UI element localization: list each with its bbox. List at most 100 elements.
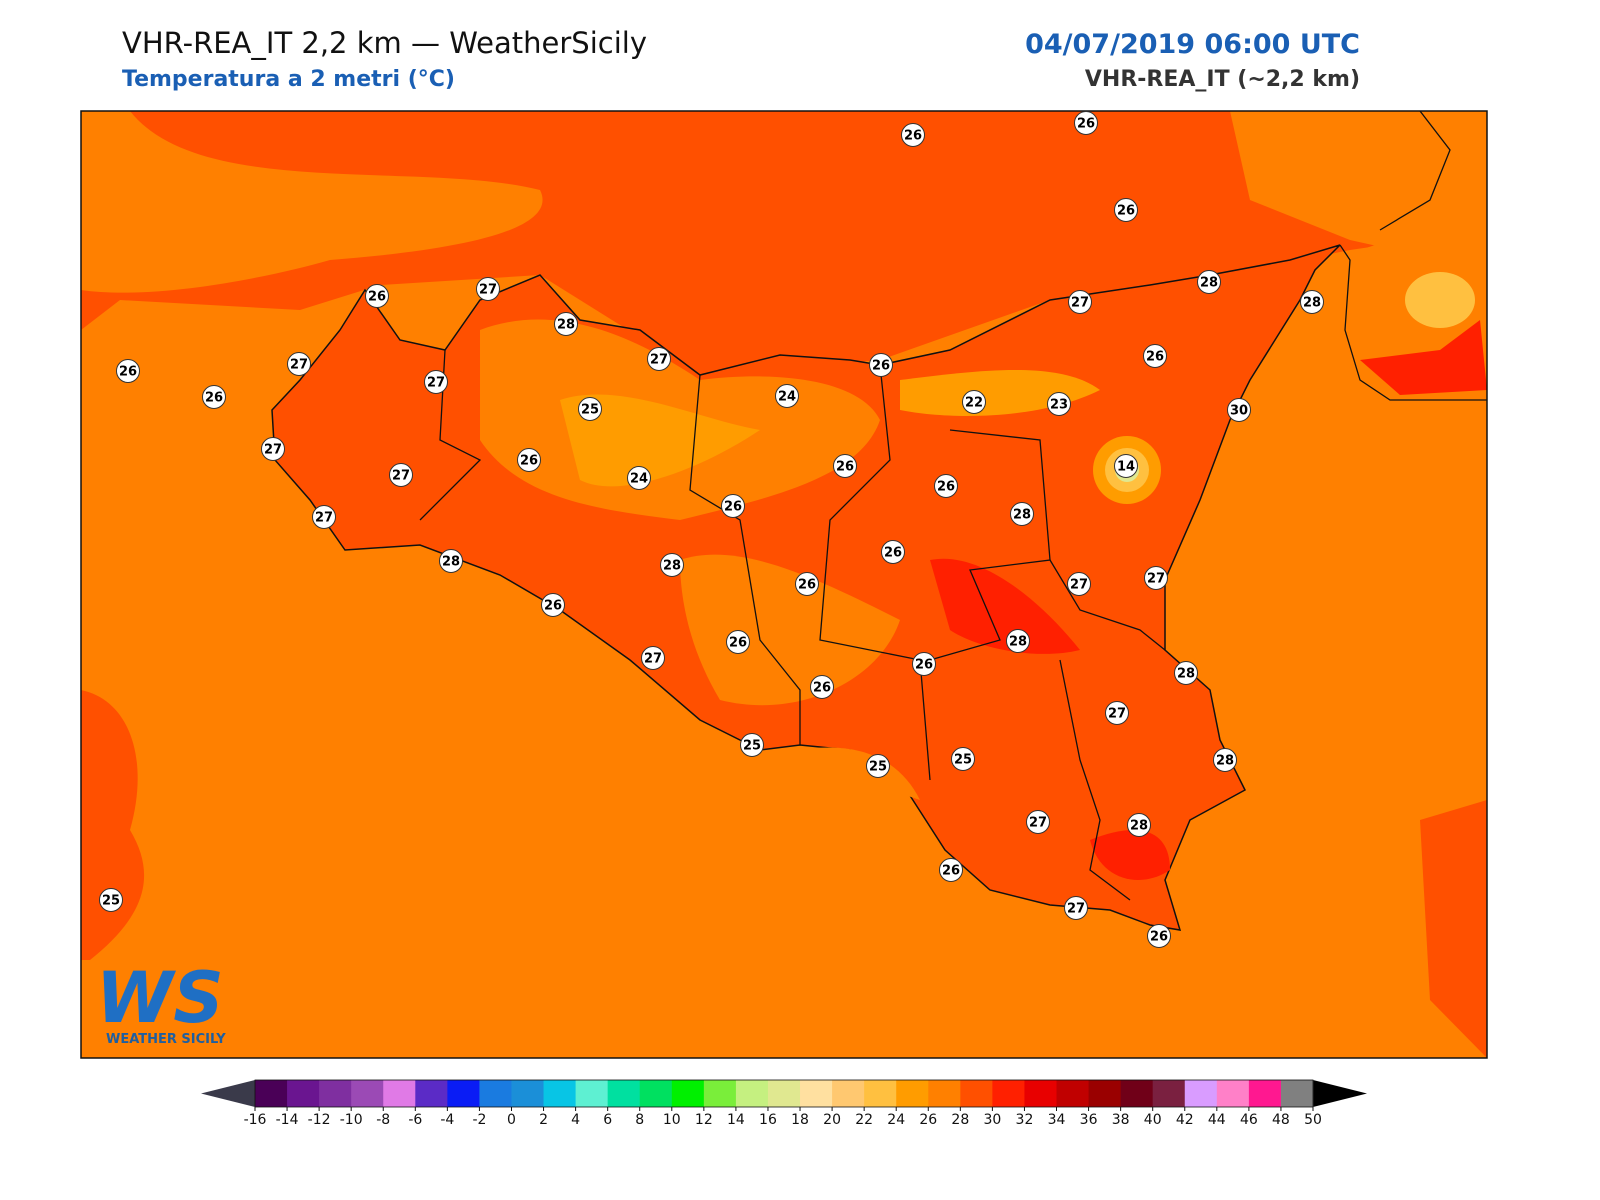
station-value: 23 — [1050, 398, 1068, 413]
station-marker — [476, 277, 500, 301]
station-value: 26 — [904, 129, 922, 144]
station: 25 — [866, 754, 890, 778]
map-frame — [80, 110, 1488, 1059]
station-marker — [641, 646, 665, 670]
station: 27 — [1064, 896, 1088, 920]
station-marker — [365, 284, 389, 308]
station: 27 — [287, 352, 311, 376]
station-value: 26 — [1117, 204, 1135, 219]
station-value: 24 — [778, 390, 796, 405]
station-value: 14 — [1117, 460, 1135, 475]
station: 27 — [647, 347, 671, 371]
station-marker — [554, 312, 578, 336]
station-value: 26 — [872, 359, 890, 374]
colorbar-tick-label: 28 — [951, 1112, 969, 1128]
station-value: 27 — [479, 283, 497, 298]
station: 26 — [869, 353, 893, 377]
station-marker — [660, 553, 684, 577]
station-value: 27 — [427, 376, 445, 391]
station-marker — [901, 123, 925, 147]
colorbar-band — [1280, 1080, 1314, 1107]
station-value: 26 — [884, 546, 902, 561]
station: 26 — [1147, 924, 1171, 948]
title: VHR-REA_IT 2,2 km — WeatherSicily — [122, 26, 647, 60]
station-value: 27 — [315, 511, 333, 526]
station: 26 — [116, 359, 140, 383]
station: 26 — [365, 284, 389, 308]
station: 26 — [1143, 344, 1167, 368]
subtitle: Temperatura a 2 metri (°C) — [122, 67, 455, 92]
colorbar-tick-label: 36 — [1080, 1112, 1098, 1128]
station-value: 26 — [1146, 350, 1164, 365]
colorbar-tick-label: 50 — [1304, 1112, 1322, 1128]
colorbar-tick-label: 14 — [727, 1112, 745, 1128]
station: 27 — [1105, 701, 1129, 725]
station: 26 — [795, 572, 819, 596]
station-marker — [1114, 454, 1138, 478]
colorbar-tick-label: 26 — [919, 1112, 937, 1128]
colorbar-tick-label: 8 — [635, 1112, 644, 1128]
station: 27 — [261, 437, 285, 461]
colorbar-tick-label: -6 — [408, 1112, 422, 1128]
station-marker — [1067, 572, 1091, 596]
station-value: 26 — [544, 599, 562, 614]
station-marker — [287, 352, 311, 376]
temperature-field — [81, 111, 1487, 1058]
colorbar-band — [1184, 1080, 1218, 1107]
colorbar-band — [671, 1080, 705, 1107]
station-value: 26 — [836, 460, 854, 475]
station: 26 — [881, 540, 905, 564]
colorbar-tick-label: 24 — [887, 1112, 905, 1128]
colorbar-band — [767, 1080, 801, 1107]
station: 26 — [202, 385, 226, 409]
colorbar-tick-label: 38 — [1112, 1112, 1130, 1128]
station-value: 26 — [368, 290, 386, 305]
station: 27 — [312, 505, 336, 529]
station: 28 — [1213, 748, 1237, 772]
colorbar-band — [703, 1080, 737, 1107]
station: 26 — [833, 454, 857, 478]
station-marker — [389, 463, 413, 487]
station: 27 — [1068, 290, 1092, 314]
colorbar-band — [415, 1080, 448, 1107]
station: 26 — [939, 858, 963, 882]
station: 26 — [1074, 111, 1098, 135]
station: 22 — [962, 390, 986, 414]
station-marker — [962, 390, 986, 414]
colorbar-tick-label: 42 — [1176, 1112, 1194, 1128]
station: 28 — [1300, 290, 1324, 314]
station: 25 — [951, 747, 975, 771]
colorbar-band — [1056, 1080, 1090, 1107]
station-value: 26 — [729, 636, 747, 651]
station-marker — [934, 474, 958, 498]
colorbar-tick-label: 0 — [507, 1112, 516, 1128]
station-marker — [1147, 924, 1171, 948]
colorbar-tick-label: 12 — [695, 1112, 713, 1128]
colorbar-tick-label: -10 — [340, 1112, 363, 1128]
station-marker — [721, 494, 745, 518]
station: 26 — [726, 630, 750, 654]
station-value: 28 — [1130, 819, 1148, 834]
station-marker — [726, 630, 750, 654]
station-marker — [312, 505, 336, 529]
station: 28 — [1127, 813, 1151, 837]
station-value: 26 — [937, 480, 955, 495]
colorbar-band — [1152, 1080, 1186, 1107]
station-value: 26 — [724, 500, 742, 515]
colorbar-band — [992, 1080, 1025, 1107]
station: 27 — [641, 646, 665, 670]
station: 25 — [578, 397, 602, 421]
station: 26 — [1114, 198, 1138, 222]
colorbar-frame — [254, 1079, 1314, 1108]
station: 26 — [934, 474, 958, 498]
station: 27 — [1026, 810, 1050, 834]
station-marker — [517, 448, 541, 472]
station: 14 — [1114, 454, 1138, 478]
colorbar-band — [543, 1080, 577, 1107]
station-value: 28 — [1009, 635, 1027, 650]
colorbar-tick-label: 40 — [1144, 1112, 1162, 1128]
colorbar-band — [319, 1080, 352, 1107]
station-value: 28 — [1013, 508, 1031, 523]
station-marker — [202, 385, 226, 409]
